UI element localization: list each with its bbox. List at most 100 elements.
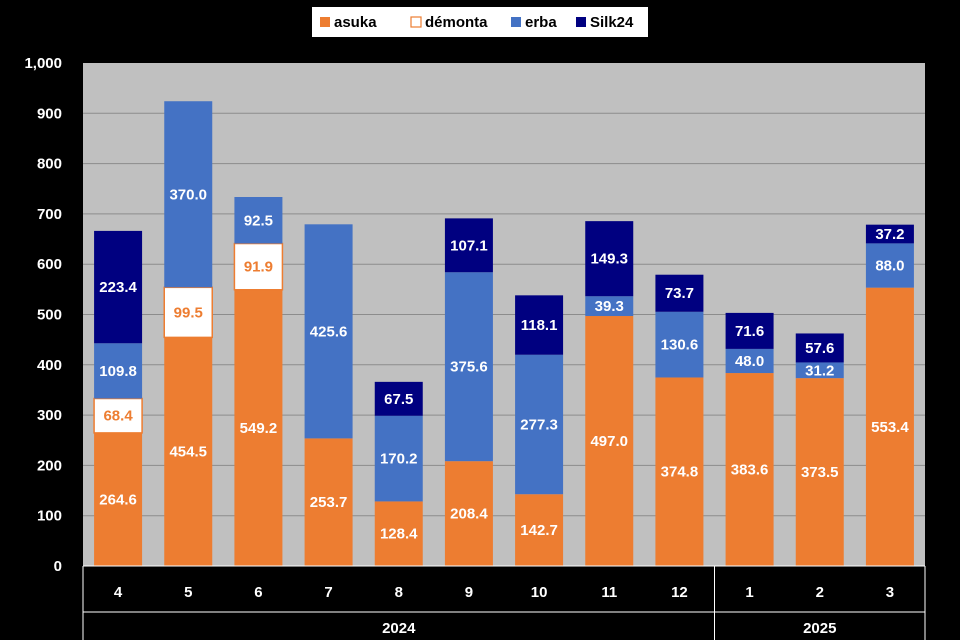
bar-segment-erba <box>374 415 423 502</box>
bar-segment-démonta <box>93 397 143 434</box>
data-label: 99.5 <box>174 304 203 321</box>
bar-segment-asuka <box>304 438 353 566</box>
data-label: 31.2 <box>805 362 834 379</box>
legend-label: erba <box>525 14 557 31</box>
x-tick-label: 12 <box>671 584 688 601</box>
bar-segment-asuka <box>515 494 564 566</box>
x-tick-label: 11 <box>601 584 617 601</box>
bar-segment-silk24 <box>374 381 423 416</box>
data-label: 170.2 <box>380 451 418 468</box>
bar-segment-silk24 <box>865 224 914 244</box>
legend-box <box>312 7 648 37</box>
data-label: 375.6 <box>450 359 488 376</box>
data-label: 264.6 <box>99 491 137 508</box>
legend-swatch-erba <box>511 17 521 27</box>
data-label: 37.2 <box>875 226 904 243</box>
data-label: 73.7 <box>665 285 694 302</box>
x-tick-label: 3 <box>886 584 894 601</box>
data-label: 128.4 <box>380 526 418 543</box>
y-tick-label: 1,000 <box>24 55 62 72</box>
data-label: 425.6 <box>310 323 348 340</box>
data-label: 118.1 <box>521 317 558 334</box>
bar-segment-démonta <box>163 286 213 339</box>
bars: 264.6 68.4 109.8 223.4 454.5 99.5 370.0 549.2 91… <box>93 101 914 566</box>
gridlines <box>83 112 925 517</box>
y-tick-label: 900 <box>37 105 62 122</box>
bar-segment-asuka <box>234 289 283 566</box>
bar-segment-erba <box>725 348 774 374</box>
bar-segment-silk24 <box>725 312 774 349</box>
data-label: 88.0 <box>875 258 904 275</box>
bar-segment-erba <box>865 243 914 288</box>
y-tick-label: 800 <box>37 156 62 173</box>
data-label: 91.9 <box>244 259 273 276</box>
legend-label: asuka <box>334 14 377 31</box>
bar-segment-erba <box>444 272 493 462</box>
y-tick-label: 400 <box>37 357 62 374</box>
y-tick-label: 700 <box>37 206 62 223</box>
data-label: 130.6 <box>661 337 699 354</box>
x-group-label: 2025 <box>803 620 836 637</box>
bar-segment-silk24 <box>515 295 564 355</box>
y-tick-label: 200 <box>37 457 62 474</box>
x-tick-label: 5 <box>184 584 192 601</box>
bar-segment-erba <box>94 343 143 399</box>
data-label: 149.3 <box>590 251 628 268</box>
bar-segment-silk24 <box>795 333 844 363</box>
data-label: 549.2 <box>240 420 278 437</box>
x-tick-label: 8 <box>395 584 403 601</box>
data-label: 370.0 <box>169 186 207 203</box>
bar-segment-erba <box>304 224 353 439</box>
data-label: 223.4 <box>99 279 137 296</box>
data-label: 142.7 <box>520 522 558 539</box>
y-tick-label: 0 <box>54 558 62 575</box>
data-label: 68.4 <box>103 408 133 425</box>
data-label: 383.6 <box>731 462 769 479</box>
bar-segment-asuka <box>164 337 213 566</box>
data-label: 374.8 <box>661 464 699 481</box>
data-label: 373.5 <box>801 464 839 481</box>
data-label: 277.3 <box>520 416 558 433</box>
y-axis: 0 100 200 300 400 500 600 700 800 900 1,000 <box>24 55 62 575</box>
y-tick-label: 600 <box>37 256 62 273</box>
x-tick-label: 2 <box>816 584 824 601</box>
x-tick-label: 4 <box>114 584 123 601</box>
x-tick-label: 1 <box>745 584 753 601</box>
bar-segment-asuka <box>865 287 914 566</box>
bar-segment-asuka <box>585 316 634 566</box>
y-tick-label: 500 <box>37 307 62 324</box>
bar-segment-erba <box>234 196 283 244</box>
bar-segment-asuka <box>444 461 493 566</box>
bar-segment-démonta <box>233 242 284 291</box>
legend-swatch-silk24 <box>576 17 586 27</box>
data-label: 48.0 <box>735 353 764 370</box>
legend-label: démonta <box>425 14 488 31</box>
data-label: 57.6 <box>805 340 834 357</box>
data-label: 497.0 <box>590 433 628 450</box>
data-label: 253.7 <box>310 494 348 511</box>
bar-segment-silk24 <box>444 218 493 273</box>
bar-segment-asuka <box>374 501 423 566</box>
bar-segment-silk24 <box>585 221 634 297</box>
data-label: 107.1 <box>450 237 488 254</box>
legend-swatch-démonta <box>410 16 422 28</box>
bar-segment-silk24 <box>94 230 143 344</box>
bar-segment-erba <box>515 354 564 495</box>
data-label: 553.4 <box>871 419 909 436</box>
data-label: 39.3 <box>595 298 624 315</box>
data-label: 454.5 <box>169 444 207 461</box>
bar-segment-erba <box>795 362 844 379</box>
bar-segment-silk24 <box>655 274 704 312</box>
data-label: 67.5 <box>384 391 413 408</box>
data-label: 109.8 <box>99 363 137 380</box>
x-tick-label: 9 <box>465 584 473 601</box>
data-label: 92.5 <box>244 212 273 229</box>
bar-segment-erba <box>585 296 634 317</box>
legend: asuka démonta erba Silk24 <box>312 7 648 37</box>
bar-segment-erba <box>164 101 213 288</box>
x-tick-label: 6 <box>254 584 262 601</box>
x-tick-label: 7 <box>324 584 332 601</box>
bar-segment-asuka <box>795 378 844 566</box>
